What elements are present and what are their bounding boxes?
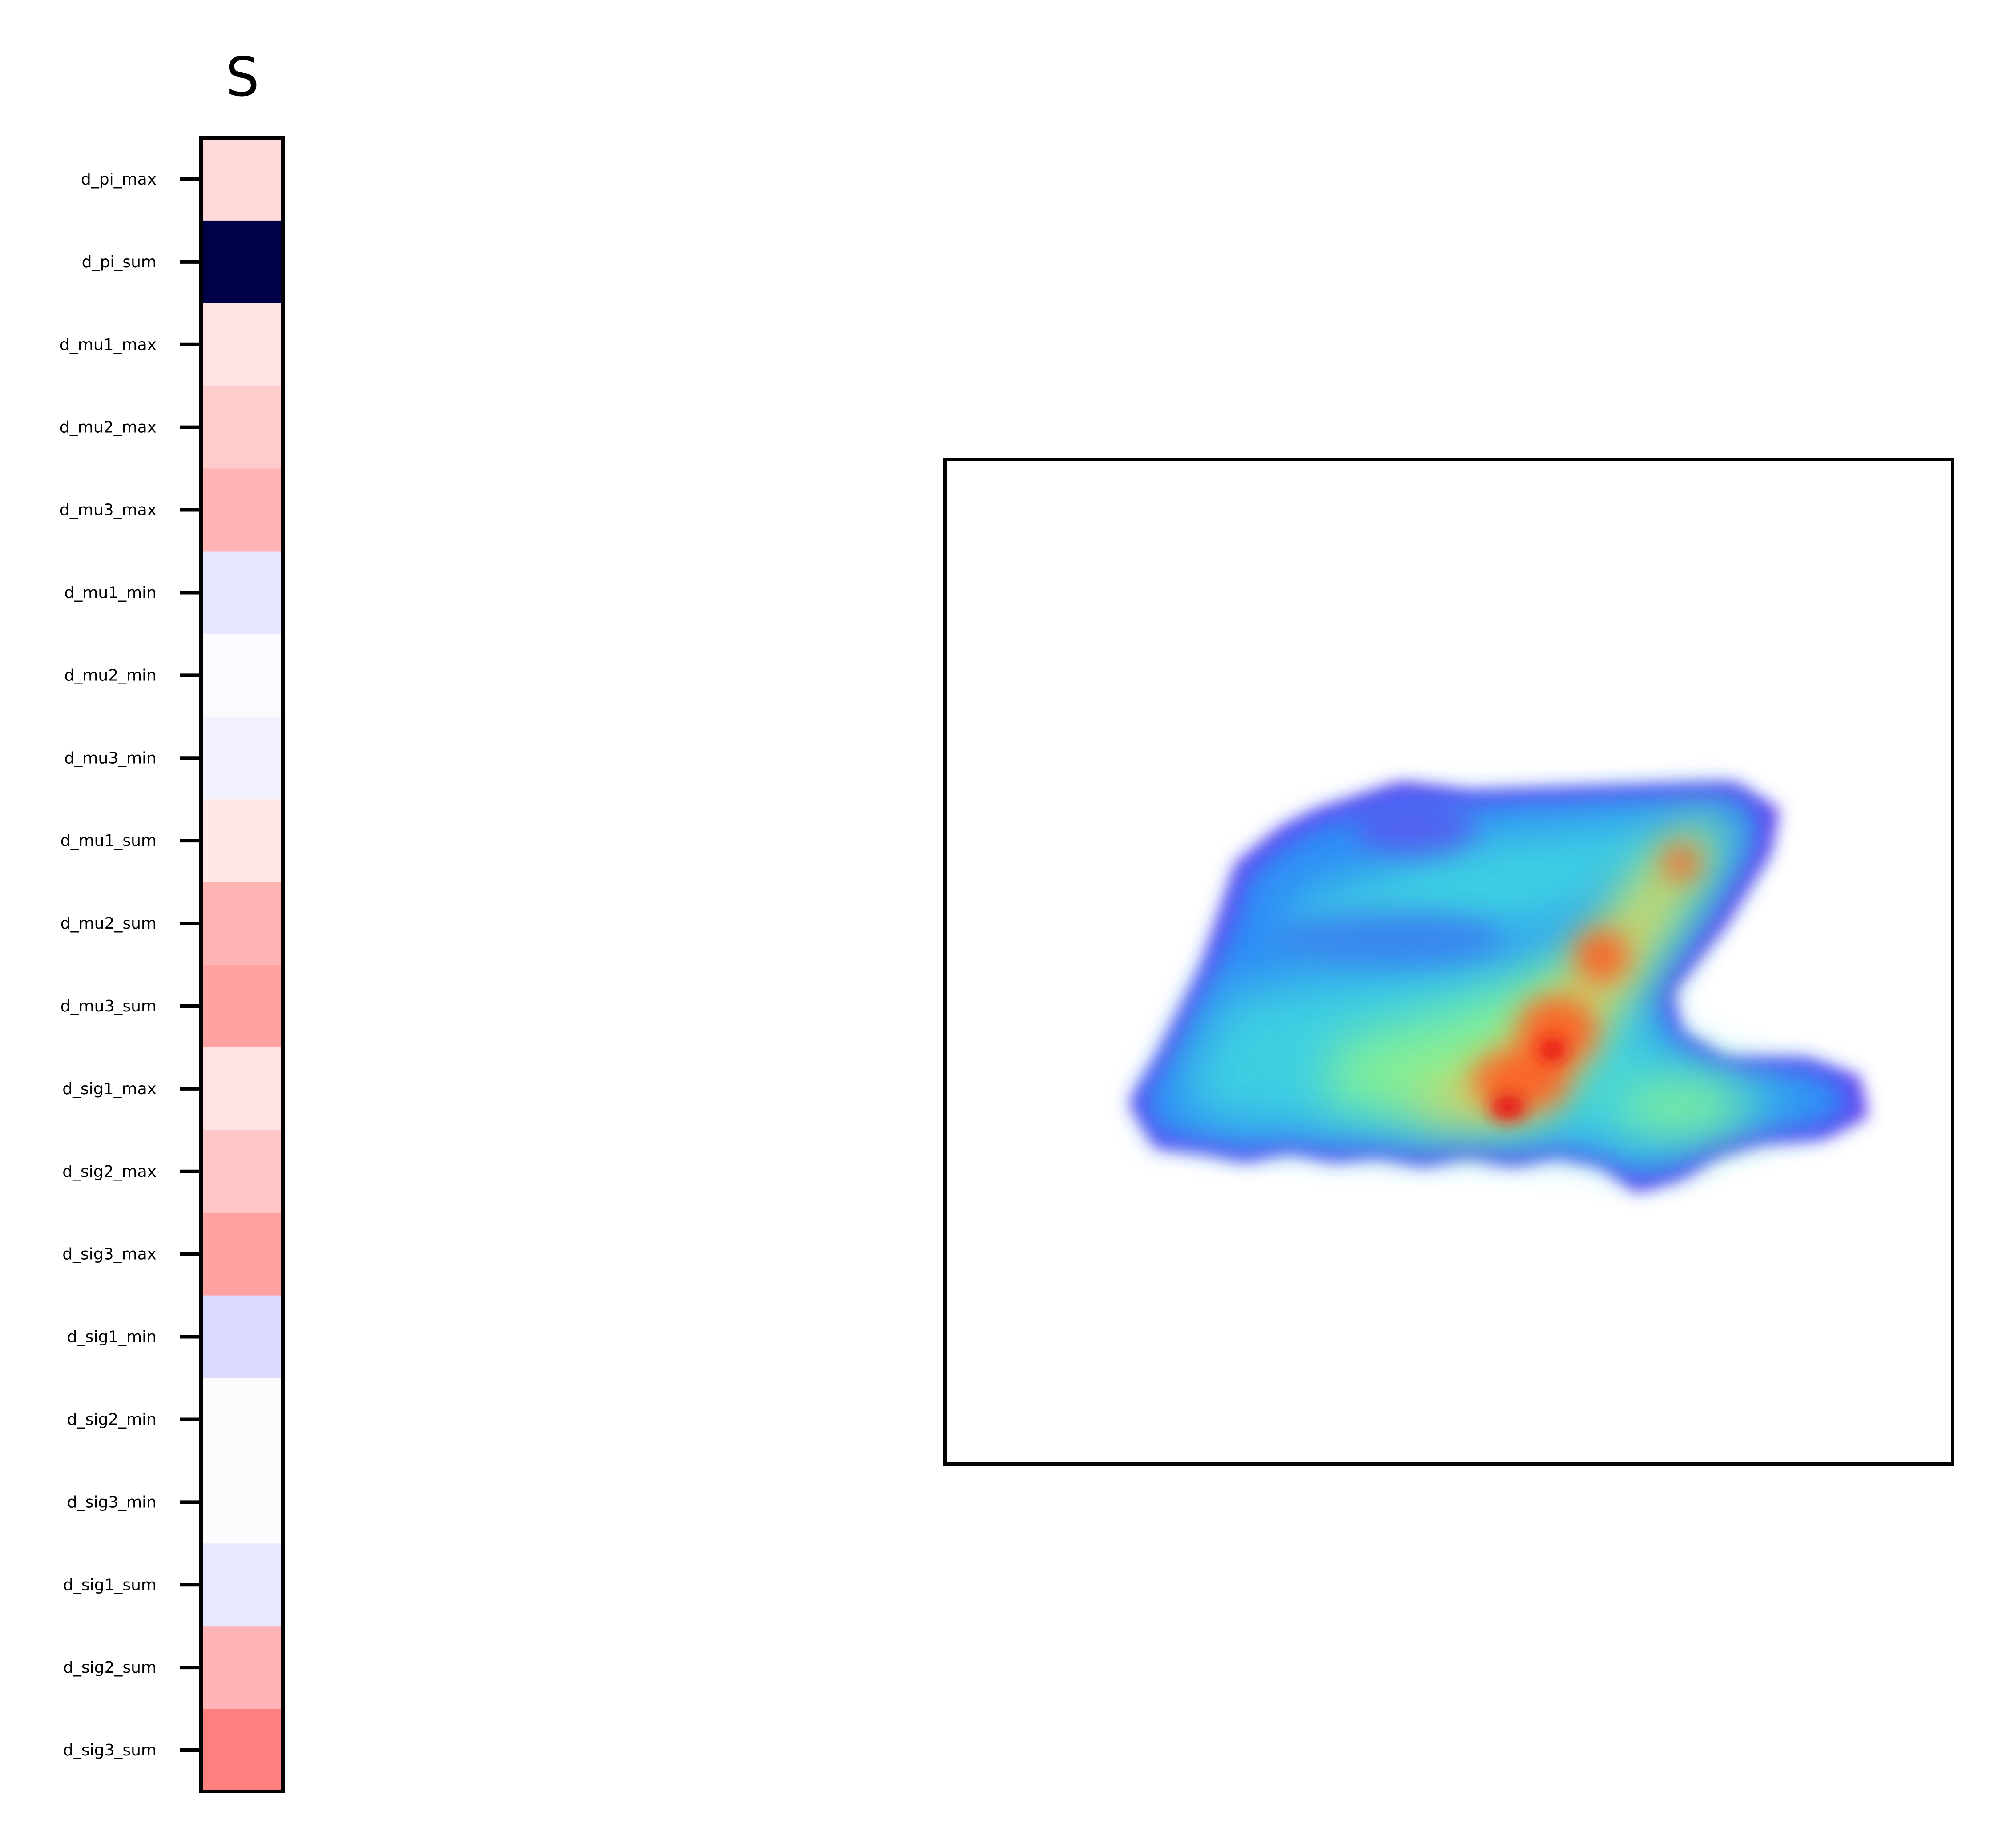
heatmap-cell xyxy=(201,882,283,965)
heatmap-cell xyxy=(201,799,283,882)
heatmap-ticks: d_pi_max d_pi_sum d_mu1_max d_mu2_max d_mu3_… xyxy=(60,170,201,1759)
heatmap-row-label: d_mu1_sum xyxy=(60,832,157,850)
heatmap-cell xyxy=(201,303,283,387)
heatmap-row-label: d_sig3_min xyxy=(67,1493,157,1511)
heatmap-cell xyxy=(201,634,283,717)
density-plot xyxy=(943,458,1954,1466)
heatmap-row-label: d_mu2_min xyxy=(64,666,157,684)
heatmap-row-label: d_mu2_max xyxy=(60,419,157,437)
heatmap-title: S xyxy=(226,47,259,109)
heatmap-row-label: d_sig1_min xyxy=(67,1328,157,1346)
heatmap-row-label: d_sig2_max xyxy=(62,1163,157,1181)
heatmap-row-label: d_pi_max xyxy=(81,170,157,189)
density-frame xyxy=(943,458,1954,1466)
heatmap-cell xyxy=(201,717,283,800)
heatmap-row-label: d_mu3_sum xyxy=(60,997,157,1015)
heatmap-cell xyxy=(201,1295,283,1378)
heatmap-row-label: d_mu2_sum xyxy=(60,914,157,933)
heatmap-cell xyxy=(201,1709,283,1792)
density-blob xyxy=(1130,783,1868,1192)
heatmap-row-label: d_mu1_min xyxy=(64,584,157,602)
heatmap-cells xyxy=(201,138,283,1792)
heatmap-row-label: d_mu3_min xyxy=(64,749,157,767)
heatmap-cell xyxy=(201,138,283,221)
heatmap-row-label: d_sig1_sum xyxy=(63,1576,157,1594)
heatmap-row-label: d_sig3_sum xyxy=(63,1741,157,1759)
heatmap-cell xyxy=(201,1212,283,1296)
heatmap-frame xyxy=(199,136,285,1793)
heatmap-row-label: d_mu1_max xyxy=(60,336,157,354)
heatmap-row-label: d_pi_sum xyxy=(82,253,157,271)
heatmap-cell xyxy=(201,220,283,304)
heatmap-cell xyxy=(201,1461,283,1544)
heatmap-cell xyxy=(201,386,283,469)
heatmap-row-label: d_sig1_max xyxy=(62,1080,157,1098)
heatmap-cell xyxy=(201,965,283,1048)
heatmap-cell xyxy=(201,468,283,552)
heatmap-cell xyxy=(201,1626,283,1709)
heatmap-row-label: d_sig3_max xyxy=(62,1245,157,1264)
heatmap-cell xyxy=(201,1130,283,1213)
heatmap-row-label: d_mu3_max xyxy=(60,501,157,519)
heatmap-row-label: d_sig2_sum xyxy=(63,1659,157,1677)
heatmap-cell xyxy=(201,1378,283,1461)
heatmap-row-label: d_sig2_min xyxy=(67,1410,157,1429)
heatmap-cell xyxy=(201,1047,283,1131)
heatmap-cell xyxy=(201,1543,283,1627)
heatmap-cell xyxy=(201,551,283,634)
